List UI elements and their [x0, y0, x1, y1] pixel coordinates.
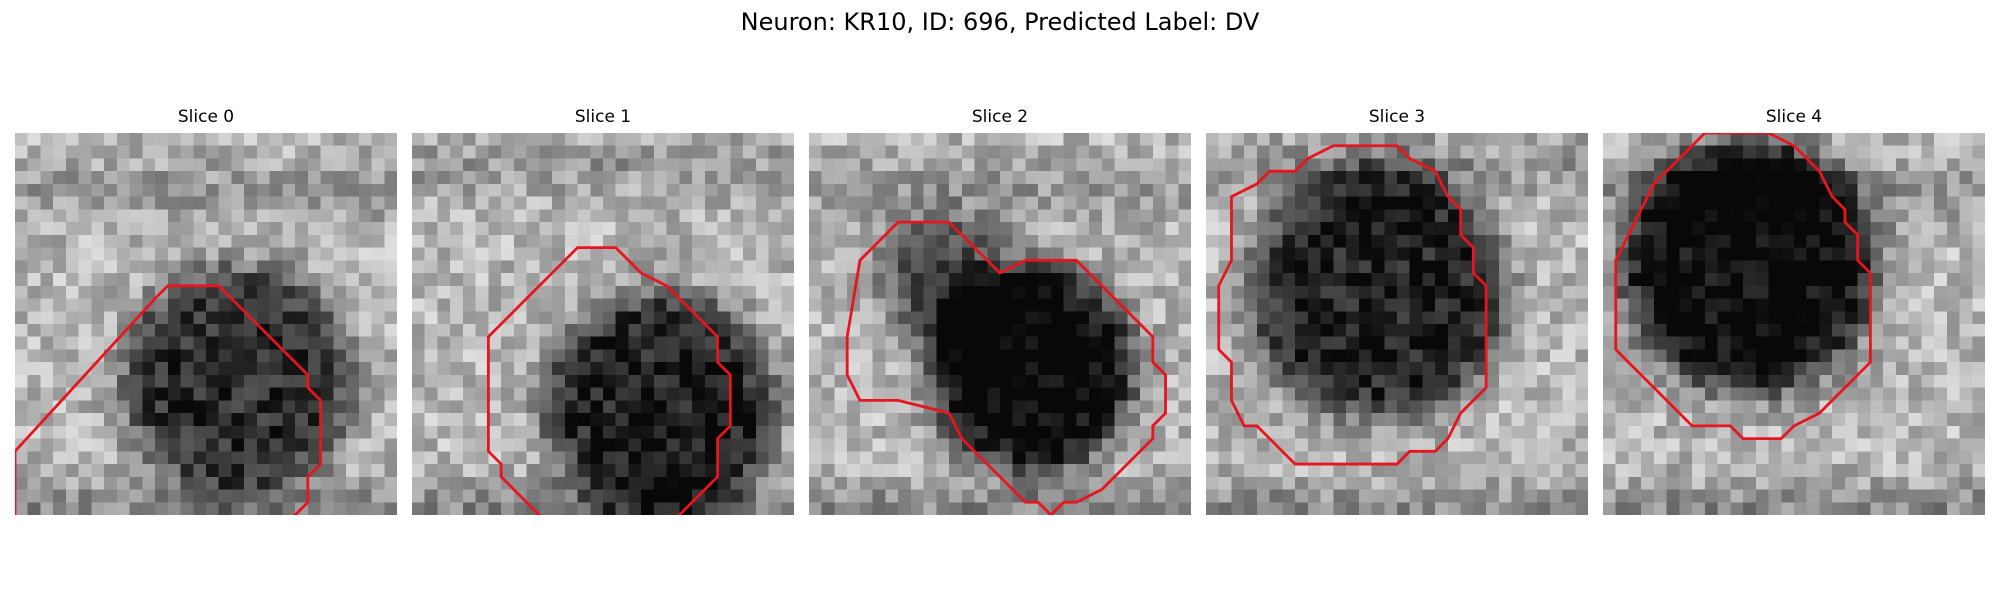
figure-title: Neuron: KR10, ID: 696, Predicted Label: …	[740, 8, 1260, 36]
roi-contour	[15, 284, 323, 515]
slice-panel: Slice 2	[809, 105, 1191, 515]
roi-contour	[1614, 133, 1872, 441]
slice-image	[1603, 133, 1985, 515]
roi-contour	[845, 220, 1167, 515]
pixel-grid	[15, 133, 397, 515]
slice-title: Slice 2	[971, 107, 1029, 127]
slice-title: Slice 1	[574, 107, 632, 127]
slice-title: Slice 0	[177, 107, 235, 127]
roi-contour	[486, 246, 732, 515]
slice-panel: Slice 3	[1206, 105, 1588, 515]
slice-image	[15, 133, 397, 515]
slice-panel: Slice 1	[412, 105, 794, 515]
pixel-grid	[1206, 133, 1588, 515]
slice-image	[1206, 133, 1588, 515]
pixel-grid	[1603, 133, 1985, 515]
slice-image	[412, 133, 794, 515]
pixel-grid	[412, 133, 794, 515]
slice-image	[809, 133, 1191, 515]
slice-title: Slice 4	[1765, 107, 1823, 127]
roi-contour	[1217, 144, 1488, 466]
slice-panel: Slice 0	[15, 105, 397, 515]
pixel-grid	[809, 133, 1191, 515]
slice-title: Slice 3	[1368, 107, 1426, 127]
slice-panel: Slice 4	[1603, 105, 1985, 515]
